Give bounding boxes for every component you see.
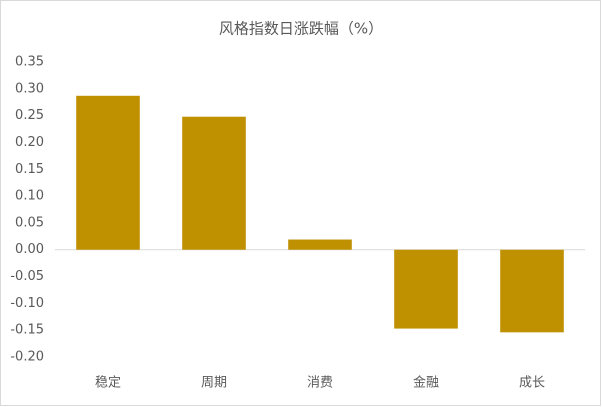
y-tick-label: 0.10 xyxy=(15,189,44,204)
y-tick-label: -0.05 xyxy=(10,269,44,284)
y-tick-label: 0.35 xyxy=(15,55,44,70)
bar xyxy=(500,249,564,333)
y-tick-label: -0.15 xyxy=(10,323,44,338)
x-tick-label: 稳定 xyxy=(95,375,121,391)
chart-title: 风格指数日涨跌幅（%） xyxy=(219,20,383,38)
x-tick-label: 消费 xyxy=(307,376,333,391)
x-tick-label: 周期 xyxy=(201,376,227,391)
y-tick-label: -0.10 xyxy=(10,296,44,311)
x-tick-label: 金融 xyxy=(413,375,439,391)
y-tick-label: 0.15 xyxy=(15,162,44,177)
x-tick-label: 成长 xyxy=(519,376,545,391)
bar xyxy=(182,116,246,250)
y-tick-label: -0.20 xyxy=(10,350,44,365)
y-tick-label: 0.20 xyxy=(15,135,44,150)
y-tick-label: 0.00 xyxy=(15,242,44,257)
y-tick-label: 0.30 xyxy=(15,81,44,96)
y-tick-label: 0.05 xyxy=(15,215,44,230)
bar xyxy=(394,249,458,329)
bar xyxy=(76,95,140,250)
bar xyxy=(288,239,352,250)
y-tick-label: 0.25 xyxy=(15,108,44,123)
